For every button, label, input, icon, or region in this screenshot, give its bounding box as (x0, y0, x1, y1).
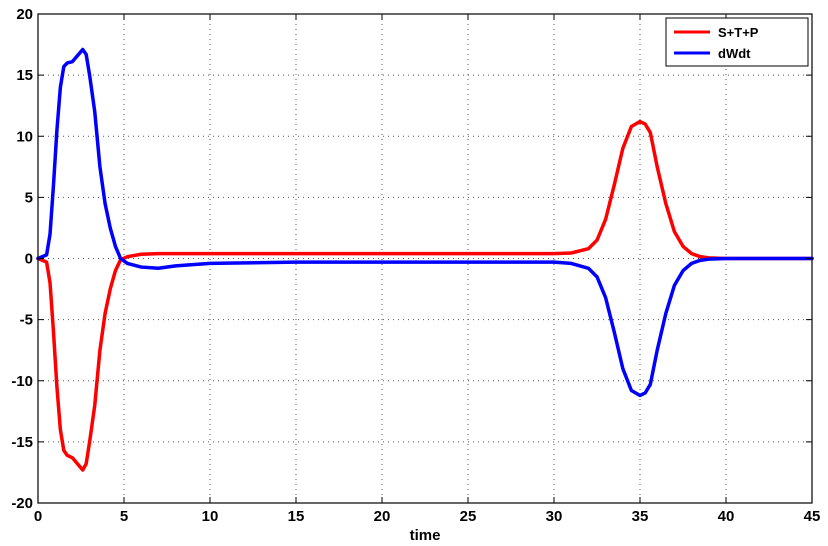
y-tick-label: 0 (25, 251, 33, 268)
legend-label-series-0: S+T+P (718, 25, 759, 40)
y-tick-label: 15 (16, 67, 33, 84)
legend: S+T+P dWdt (665, 17, 809, 67)
x-tick-label: 0 (34, 508, 42, 525)
legend-label-series-1: dWdt (718, 46, 751, 61)
y-tick-label: 5 (25, 189, 33, 206)
x-tick-label: 5 (120, 508, 128, 525)
series-line-1 (36, 47, 814, 398)
series-lines (36, 47, 814, 472)
y-tick-label: -20 (11, 495, 33, 512)
x-tick-label: 45 (804, 508, 821, 525)
y-tick-label: -10 (11, 373, 33, 390)
y-tick-label: -5 (20, 312, 33, 329)
y-tick-label: 10 (16, 128, 33, 145)
plot-frame (37, 13, 813, 504)
x-tick-label: 35 (632, 508, 649, 525)
x-tick-label: 20 (374, 508, 391, 525)
x-axis-label: time (410, 527, 441, 544)
legend-box (665, 17, 809, 67)
x-tick-label: 25 (460, 508, 477, 525)
y-tick-label: 20 (16, 6, 33, 23)
x-tick-label: 15 (288, 508, 305, 525)
series-line-0 (36, 119, 814, 472)
x-tick-label: 10 (202, 508, 219, 525)
y-tick-label: -15 (11, 434, 33, 451)
x-tick-label: 30 (546, 508, 563, 525)
grid (38, 14, 812, 503)
axis-ticks: 0 5 10 15 20 25 30 35 40 45 20 15 10 5 0 -5 -10 -15 -20 (11, 6, 820, 525)
x-tick-label: 40 (718, 508, 735, 525)
